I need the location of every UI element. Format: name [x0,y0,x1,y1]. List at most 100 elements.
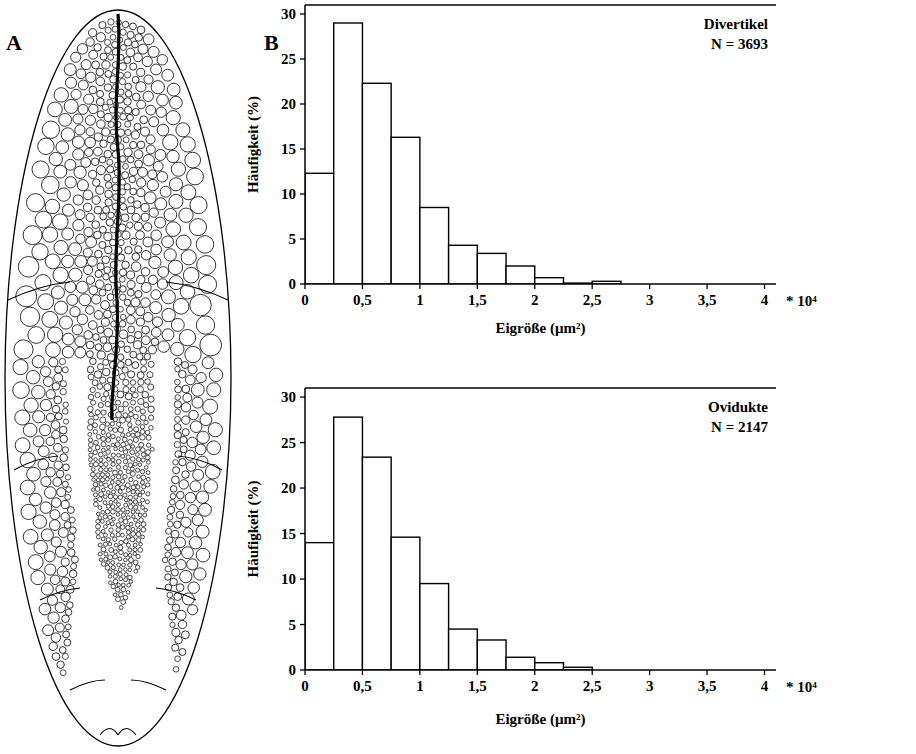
egg-cell [172,644,179,651]
panel-a-drawing [5,10,231,746]
egg-cell [23,423,37,437]
egg-cell [188,605,198,615]
egg-cell [119,321,126,328]
egg-cell [102,104,108,110]
egg-cell [174,424,181,431]
egg-cell [127,583,131,587]
egg-cell [203,399,218,414]
egg-cell [32,161,49,178]
egg-cell [100,53,107,60]
egg-cell [110,227,116,233]
egg-cell [88,321,97,330]
egg-cell [94,458,98,462]
egg-cell [136,538,141,543]
egg-cell [28,327,45,344]
egg-cell [137,100,146,109]
y-tick-label: 30 [281,6,296,22]
egg-cell [67,294,78,305]
egg-cell [140,409,145,414]
egg-cell [117,453,121,457]
egg-cell [157,55,168,66]
egg-cell [77,44,87,54]
egg-cell [105,246,113,254]
egg-cell [161,290,175,304]
egg-cell [128,505,133,510]
egg-cell [146,483,150,487]
body-outline [5,10,231,746]
egg-cell [179,330,195,346]
egg-cell [100,140,108,148]
egg-cell [128,407,133,412]
egg-cell [104,391,109,396]
histogram-bar [334,417,363,670]
egg-cell [134,518,138,522]
egg-cell [94,440,99,445]
egg-cell [127,156,134,163]
egg-cell [129,522,133,526]
egg-cell [136,554,140,558]
egg-cell [98,552,102,556]
egg-cell [90,387,95,392]
y-tick-label: 10 [281,186,296,202]
plot-frame-top [305,4,776,6]
egg-cell [33,515,46,528]
egg-cell [110,505,114,509]
egg-cell [86,351,93,358]
egg-cell [130,188,137,195]
egg-cell [140,435,145,440]
egg-cell [55,366,62,373]
egg-cell [142,336,151,345]
egg-cell [92,478,96,482]
segment-line [131,680,166,690]
egg-cell [102,368,110,376]
egg-cell [40,502,52,514]
egg-cell [52,383,60,391]
egg-cell [45,199,59,213]
egg-cell [115,400,120,405]
egg-cell [75,125,85,135]
egg-cell [88,374,94,380]
egg-cell [103,359,109,365]
egg-cell [112,490,116,494]
histogram-bar [305,543,334,670]
egg-cell [132,515,135,518]
egg-cell [117,583,121,587]
egg-cell [130,63,137,70]
y-axis [304,388,306,670]
egg-cell [120,113,127,120]
egg-cell [65,624,71,630]
egg-cell [133,560,138,565]
egg-cell [181,185,196,200]
egg-cell [165,528,171,534]
egg-cell [128,440,133,445]
egg-cell [62,447,68,453]
egg-cell [129,580,133,584]
egg-cell [69,268,82,281]
egg-cell [62,481,68,487]
egg-cell [147,372,153,378]
egg-cell [110,522,114,526]
egg-cell [111,475,115,479]
egg-cell [128,197,135,204]
egg-cell [117,354,124,361]
egg-cell [51,498,61,508]
egg-cell [97,111,104,118]
egg-cell [166,222,181,237]
egg-cell [131,445,135,449]
egg-cell [143,34,154,45]
egg-cell [67,507,74,514]
egg-cell [167,521,173,527]
egg-cell [68,542,74,548]
egg-cell [89,50,98,59]
egg-cell [124,148,132,156]
egg-cell [103,343,112,352]
egg-cell [65,177,76,188]
y-tick [300,13,305,14]
egg-cell [136,457,140,461]
egg-cell [107,491,111,495]
egg-cell [135,34,143,42]
egg-cell [133,437,138,442]
egg-cell [175,416,181,422]
egg-cell [104,84,111,91]
egg-cell [138,493,142,497]
